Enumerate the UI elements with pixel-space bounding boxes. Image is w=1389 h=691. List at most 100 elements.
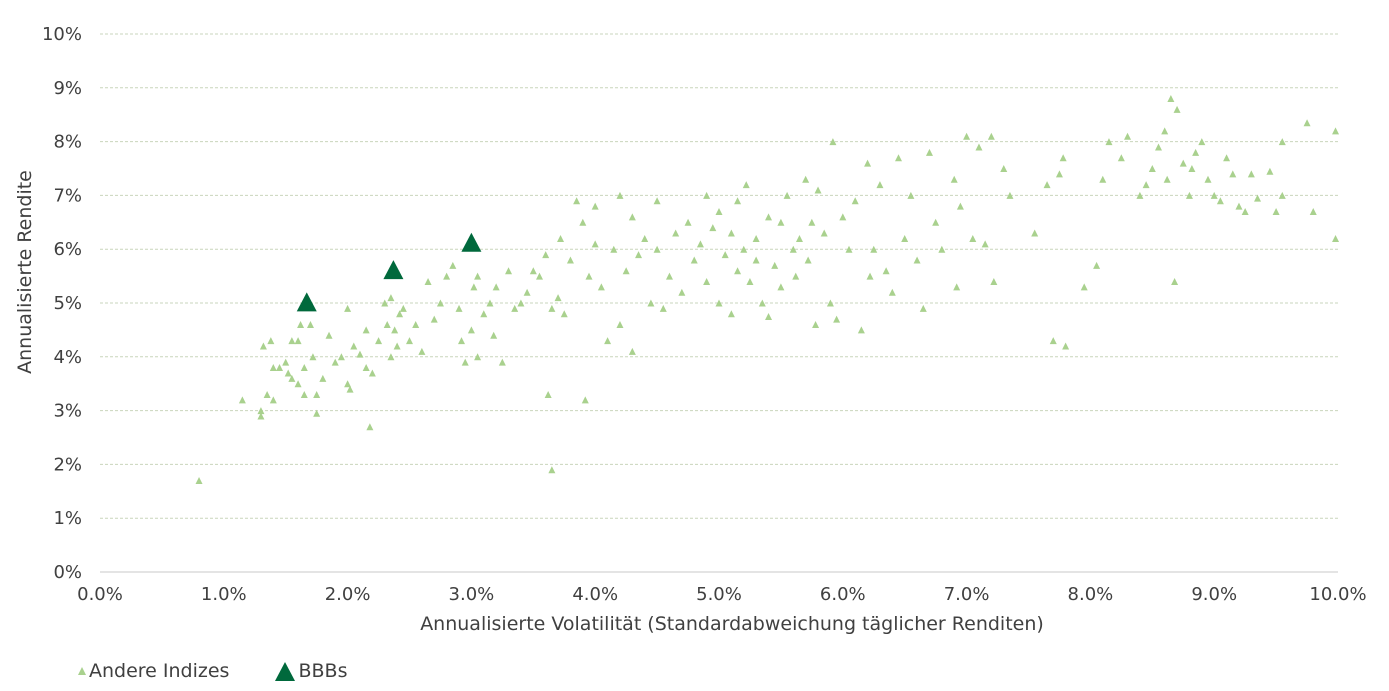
scatter-point-other [337, 353, 345, 361]
scatter-point-other [259, 342, 267, 350]
scatter-point-other [319, 374, 327, 382]
scatter-point-other [449, 261, 457, 269]
scatter-point-other [350, 342, 358, 350]
scatter-point-other [752, 234, 760, 242]
scatter-point-other [812, 321, 820, 329]
scatter-point-other [987, 132, 995, 140]
scatter-point-other [1173, 105, 1181, 113]
scatter-point-other [1080, 283, 1088, 291]
scatter-point-other [511, 304, 519, 312]
scatter-point-other [560, 310, 568, 318]
scatter-point-other [907, 191, 915, 199]
scatter-point-other [635, 251, 643, 259]
scatter-point-other [300, 390, 308, 398]
x-tick-label: 1.0% [201, 584, 247, 605]
y-tick-label: 1% [53, 508, 82, 529]
scatter-point-other [1185, 191, 1193, 199]
x-axis-ticks: 0.0% 1.0% 2.0% 3.0% 4.0% 5.0% 6.0% 7.0% 8.0% 9.0%… [77, 584, 1366, 605]
scatter-point-other [1192, 148, 1200, 156]
scatter-point-other [795, 234, 803, 242]
scatter-point-other [474, 353, 482, 361]
scatter-point-other [505, 267, 513, 275]
legend: Andere Indizes BBBs [78, 660, 393, 682]
scatter-point-other [1105, 138, 1113, 146]
scatter-point-other [1303, 119, 1311, 127]
scatter-point-other [808, 218, 816, 226]
scatter-point-other [1223, 154, 1231, 162]
y-axis-label: Annualisierte Rendite [14, 170, 36, 374]
scatter-point-other [1210, 191, 1218, 199]
x-tick-label: 4.0% [572, 584, 618, 605]
scatter-point-other [901, 234, 909, 242]
scatter-point-other [1167, 95, 1175, 103]
scatter-point-other [783, 191, 791, 199]
scatter-point-other [238, 396, 246, 404]
scatter-point-other [746, 277, 754, 285]
scatter-point-other [579, 218, 587, 226]
scatter-point-other [480, 310, 488, 318]
scatter-point-other [517, 299, 525, 307]
scatter-point-other [366, 423, 374, 431]
legend-label-others: Andere Indizes [89, 660, 230, 682]
scatter-point-other [1055, 170, 1063, 178]
scatter-point-other [1093, 261, 1101, 269]
scatter-point-other [581, 396, 589, 404]
scatter-point-other [381, 299, 389, 307]
scatter-point-other [950, 175, 958, 183]
scatter-point-bbb [296, 292, 317, 312]
scatter-point-other [294, 337, 302, 345]
scatter-point-other [647, 299, 655, 307]
scatter-point-other [1006, 191, 1014, 199]
scatter-point-other [498, 358, 506, 366]
scatter-point-other [436, 299, 444, 307]
scatter-point-other [814, 186, 822, 194]
scatter-point-other [610, 245, 618, 253]
scatter-point-other [331, 358, 339, 366]
scatter-point-other [393, 342, 401, 350]
scatter-point-other [1241, 208, 1249, 216]
scatter-point-other [616, 321, 624, 329]
scatter-point-other [276, 364, 284, 372]
scatter-point-other [396, 310, 404, 318]
scatter-point-other [1198, 138, 1206, 146]
scatter-point-other [888, 288, 896, 296]
scatter-point-other [709, 224, 717, 232]
y-tick-label: 4% [53, 347, 82, 368]
scatter-point-other [1272, 208, 1280, 216]
scatter-point-other [263, 390, 271, 398]
scatter-point-other [953, 283, 961, 291]
scatter-point-other [391, 326, 399, 334]
scatter-point-other [628, 347, 636, 355]
scatter-point-other [1049, 337, 1057, 345]
scatter-point-other [919, 304, 927, 312]
scatter-point-other [1188, 165, 1196, 172]
scatter-point-other [544, 390, 552, 398]
scatter-point-other [1059, 154, 1067, 162]
scatter-point-other [727, 229, 735, 237]
scatter-point-other [765, 213, 773, 221]
scatter-point-other [284, 369, 292, 377]
scatter-point-other [455, 304, 463, 312]
scatter-point-other [257, 412, 265, 420]
scatter-point-other [1247, 170, 1255, 178]
scatter-point-other [870, 245, 878, 253]
scatter-point-other [267, 337, 275, 345]
scatter-point-other [963, 132, 971, 140]
x-axis-label: Annualisierte Volatilität (Standardabwei… [420, 613, 1044, 635]
scatter-point-other [715, 208, 723, 216]
scatter-point-other [616, 191, 624, 199]
scatter-point-other [789, 245, 797, 253]
scatter-point-other [1235, 202, 1243, 210]
y-tick-label: 10% [42, 24, 82, 45]
scatter-point-other [684, 218, 692, 226]
scatter-point-other [490, 331, 498, 339]
scatter-point-other [703, 191, 711, 199]
scatter-point-other [845, 245, 853, 253]
scatter-point-other [938, 245, 946, 253]
scatter-point-other [653, 197, 661, 205]
scatter-point-other [1179, 159, 1187, 167]
scatter-point-other [297, 321, 305, 329]
scatter-point-other [282, 358, 290, 366]
scatter-point-other [727, 310, 735, 318]
